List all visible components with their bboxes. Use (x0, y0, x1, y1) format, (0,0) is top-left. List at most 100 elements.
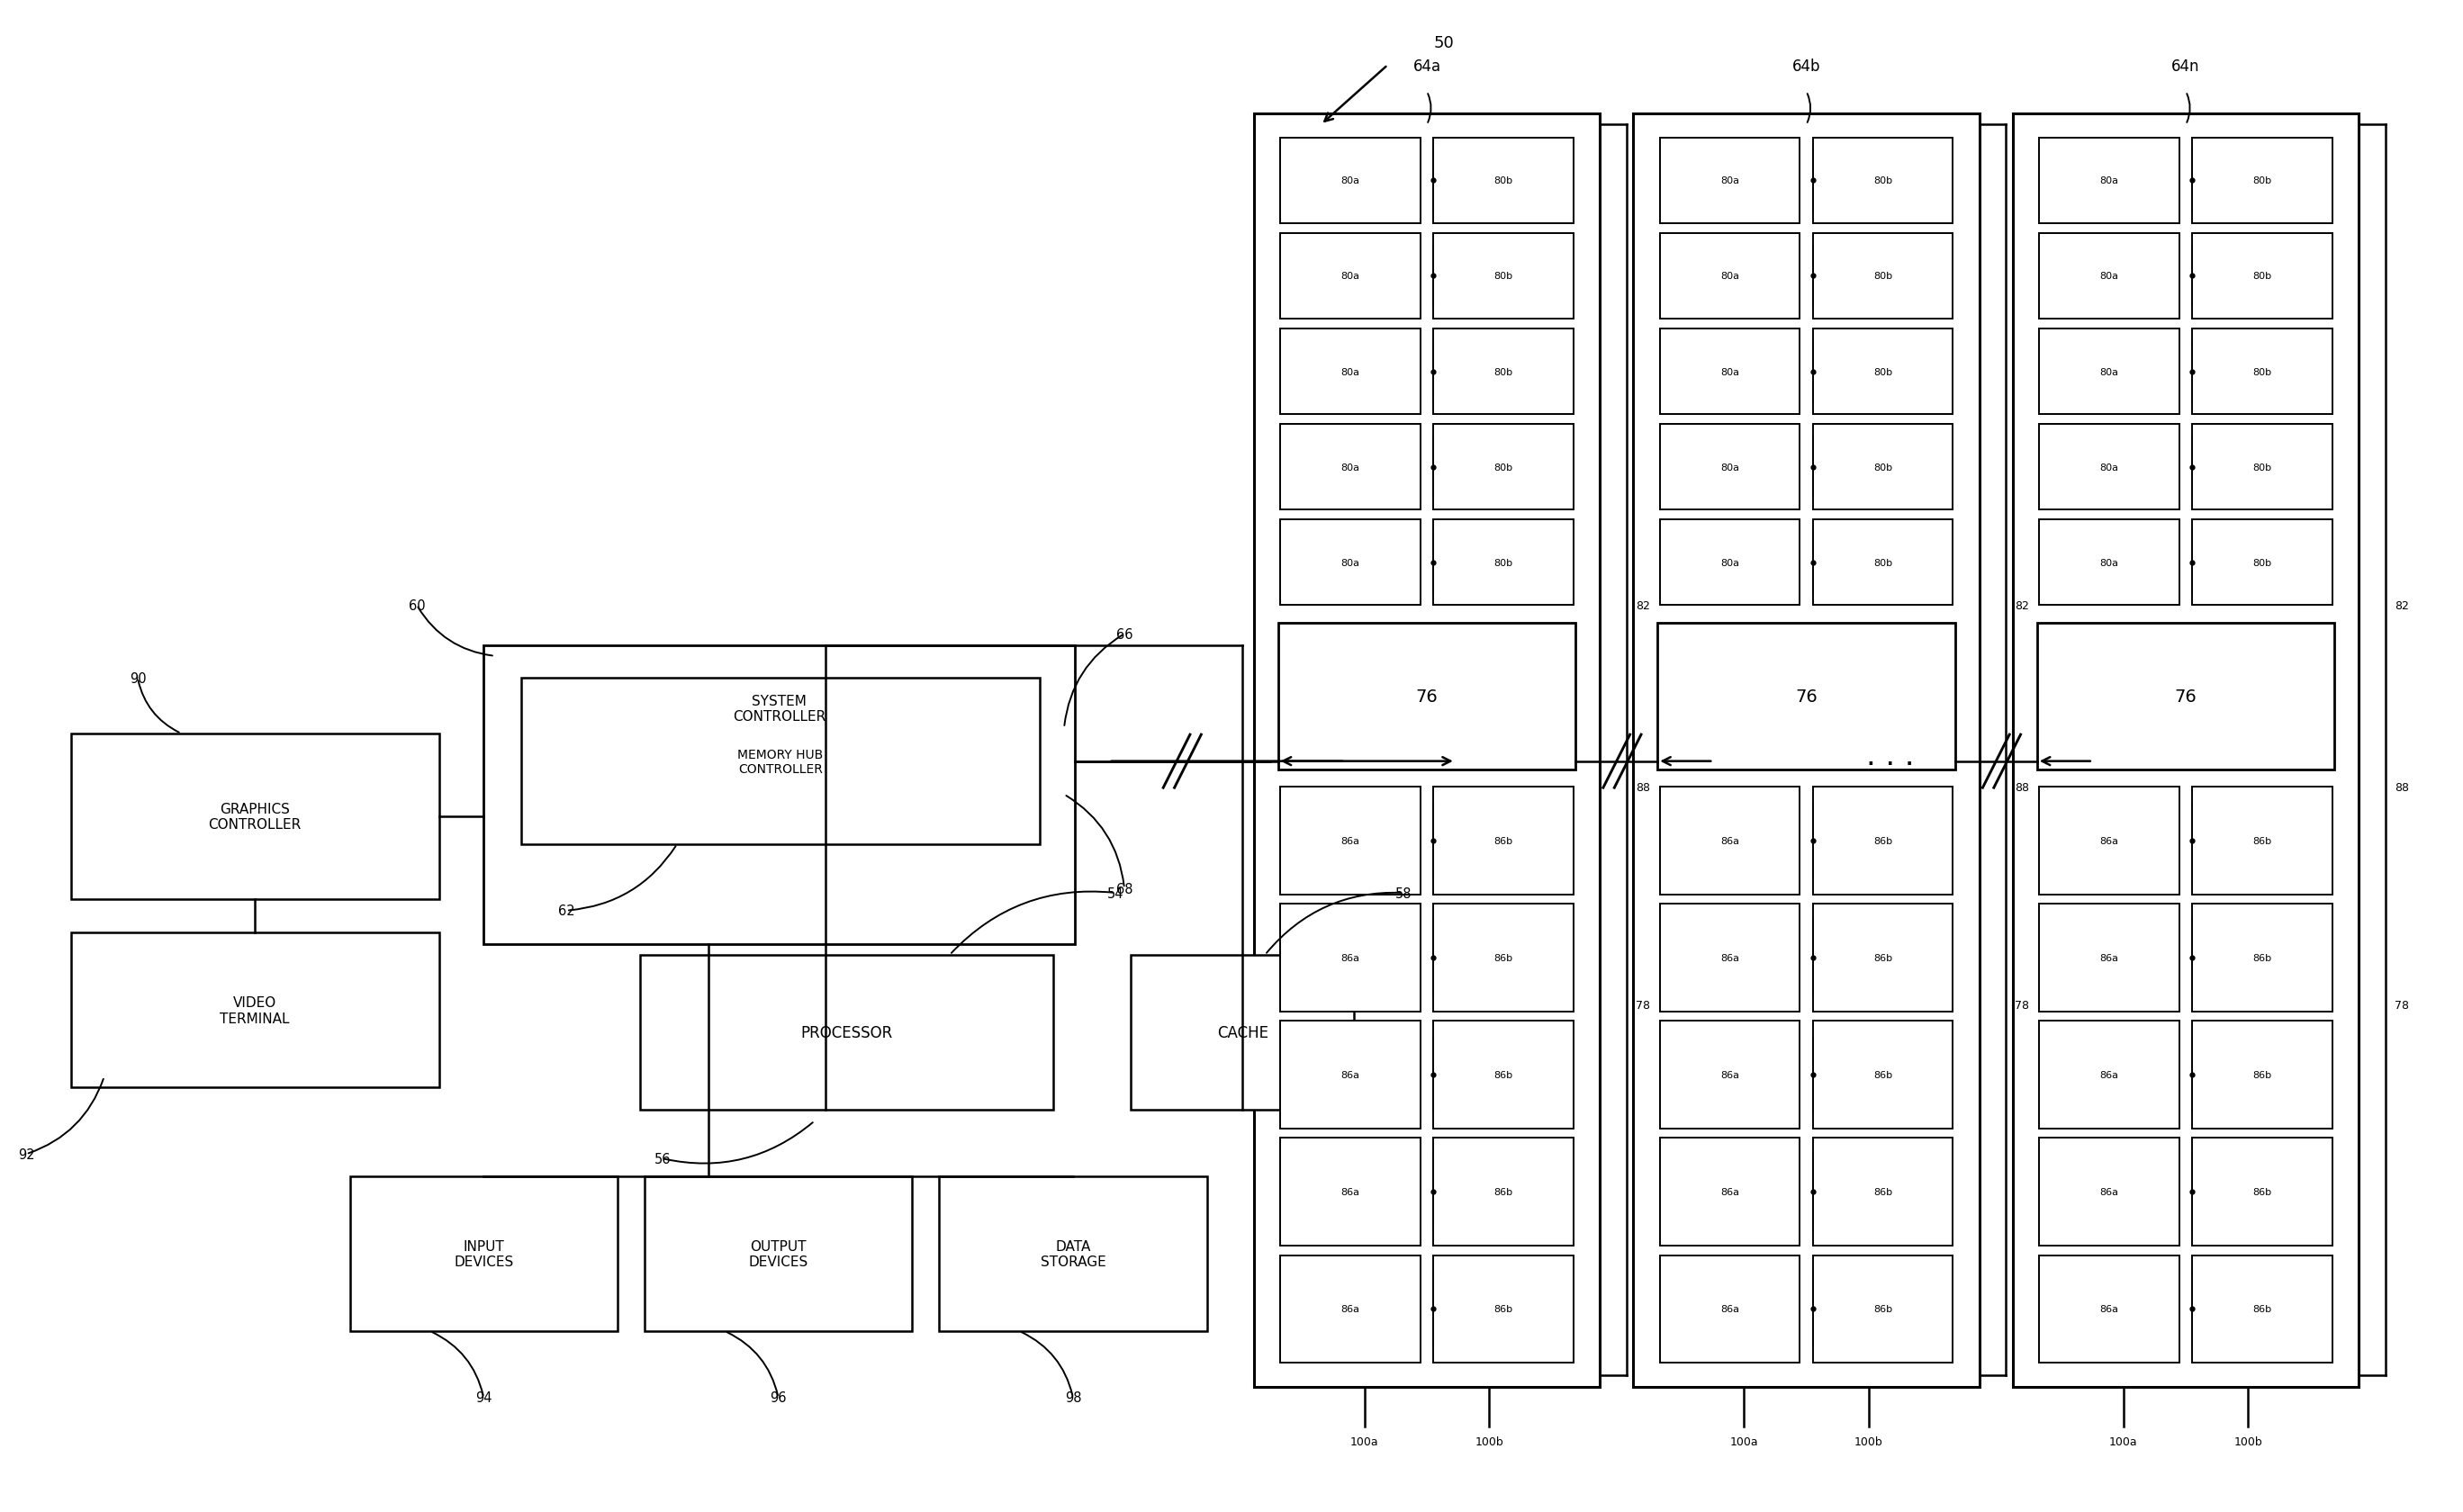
Bar (1433, 138, 1574, 224)
Text: 86b: 86b (1493, 954, 1512, 962)
Text: 88: 88 (2394, 782, 2409, 794)
Bar (2192, 520, 2332, 606)
Text: 80a: 80a (1722, 177, 1739, 186)
Text: 86b: 86b (1493, 1187, 1512, 1196)
Bar (1660, 138, 1800, 224)
Text: 80b: 80b (1874, 177, 1892, 186)
Bar (350, 1176, 618, 1331)
Text: 80b: 80b (1874, 558, 1892, 567)
Text: DATA
STORAGE: DATA STORAGE (1039, 1240, 1106, 1269)
Text: 86a: 86a (2101, 1187, 2118, 1196)
Bar (1660, 425, 1800, 511)
Text: 80b: 80b (1874, 272, 1892, 281)
Text: 100a: 100a (1729, 1435, 1759, 1447)
Text: 100a: 100a (1350, 1435, 1379, 1447)
Bar (1660, 234, 1800, 319)
Text: 80b: 80b (1493, 558, 1512, 567)
Text: 86a: 86a (2101, 1070, 2118, 1080)
Bar (522, 679, 1039, 845)
Text: 86b: 86b (1874, 1070, 1892, 1080)
Text: MEMORY HUB
CONTROLLER: MEMORY HUB CONTROLLER (739, 748, 823, 776)
Text: . . .: . . . (1867, 741, 1914, 771)
Bar (71, 933, 438, 1087)
Text: 86b: 86b (2254, 954, 2271, 962)
Bar (2039, 788, 2180, 895)
Bar (1433, 1021, 1574, 1128)
Text: 86a: 86a (2101, 836, 2118, 845)
Bar (1281, 788, 1421, 895)
Text: 98: 98 (1064, 1391, 1081, 1405)
Bar (1813, 425, 1953, 511)
Text: 86a: 86a (1722, 836, 1739, 845)
Text: 86b: 86b (1874, 954, 1892, 962)
Text: 80b: 80b (1493, 463, 1512, 472)
Bar (1433, 234, 1574, 319)
Text: 80a: 80a (1722, 463, 1739, 472)
Bar (2039, 1139, 2180, 1246)
Bar (2192, 138, 2332, 224)
Text: 80b: 80b (2254, 463, 2271, 472)
Text: 96: 96 (771, 1391, 786, 1405)
Text: 86b: 86b (2254, 1305, 2271, 1314)
Text: 86b: 86b (1493, 1305, 1512, 1314)
Text: 80a: 80a (2101, 272, 2118, 281)
Bar (1660, 330, 1800, 414)
Bar (1660, 1139, 1800, 1246)
Text: 86b: 86b (1493, 836, 1512, 845)
Text: 76: 76 (2175, 688, 2197, 705)
Text: 64a: 64a (1414, 59, 1441, 74)
Bar (2192, 425, 2332, 511)
Bar (1813, 1255, 1953, 1362)
Bar (1813, 1021, 1953, 1128)
Text: 80a: 80a (1722, 272, 1739, 281)
Text: 100b: 100b (1475, 1435, 1502, 1447)
Bar (1281, 330, 1421, 414)
Bar (1813, 788, 1953, 895)
Text: 66: 66 (1116, 627, 1133, 641)
Bar (1813, 234, 1953, 319)
Text: 64n: 64n (2172, 59, 2199, 74)
Bar (1660, 788, 1800, 895)
Text: 80b: 80b (1493, 177, 1512, 186)
Text: 54: 54 (1106, 886, 1123, 900)
Text: 86a: 86a (1340, 1187, 1360, 1196)
Bar (1433, 425, 1574, 511)
Bar (1278, 623, 1576, 770)
Text: 90: 90 (128, 671, 145, 685)
Text: 80a: 80a (1722, 367, 1739, 376)
Text: 86a: 86a (1340, 1305, 1360, 1314)
Text: 80a: 80a (2101, 463, 2118, 472)
Text: 86b: 86b (1493, 1070, 1512, 1080)
Text: SYSTEM
CONTROLLER: SYSTEM CONTROLLER (734, 694, 825, 723)
Text: 86b: 86b (2254, 1070, 2271, 1080)
Bar (645, 1176, 911, 1331)
Bar (1660, 1255, 1800, 1362)
Bar (2037, 623, 2335, 770)
Text: 100b: 100b (1855, 1435, 1882, 1447)
Bar (71, 733, 438, 900)
Bar (2192, 788, 2332, 895)
Bar (2039, 1255, 2180, 1362)
Bar (1433, 1139, 1574, 1246)
Text: 80a: 80a (1340, 177, 1360, 186)
Text: 68: 68 (1116, 881, 1133, 895)
Text: 86b: 86b (1874, 1305, 1892, 1314)
Text: 86a: 86a (1722, 1187, 1739, 1196)
Bar (1658, 623, 1956, 770)
Text: 80b: 80b (2254, 558, 2271, 567)
Text: OUTPUT
DEVICES: OUTPUT DEVICES (749, 1240, 808, 1269)
Bar (1433, 330, 1574, 414)
Bar (1633, 115, 1980, 1387)
Bar (1660, 520, 1800, 606)
Text: PROCESSOR: PROCESSOR (800, 1025, 892, 1040)
Bar (2039, 138, 2180, 224)
Bar (2192, 1139, 2332, 1246)
Text: 78: 78 (1635, 999, 1650, 1010)
Bar (2039, 234, 2180, 319)
Bar (1433, 1255, 1574, 1362)
Bar (1281, 1021, 1421, 1128)
Text: 80a: 80a (1340, 463, 1360, 472)
Bar (2039, 904, 2180, 1012)
Text: 86a: 86a (1340, 1070, 1360, 1080)
Text: 76: 76 (1796, 688, 1818, 705)
